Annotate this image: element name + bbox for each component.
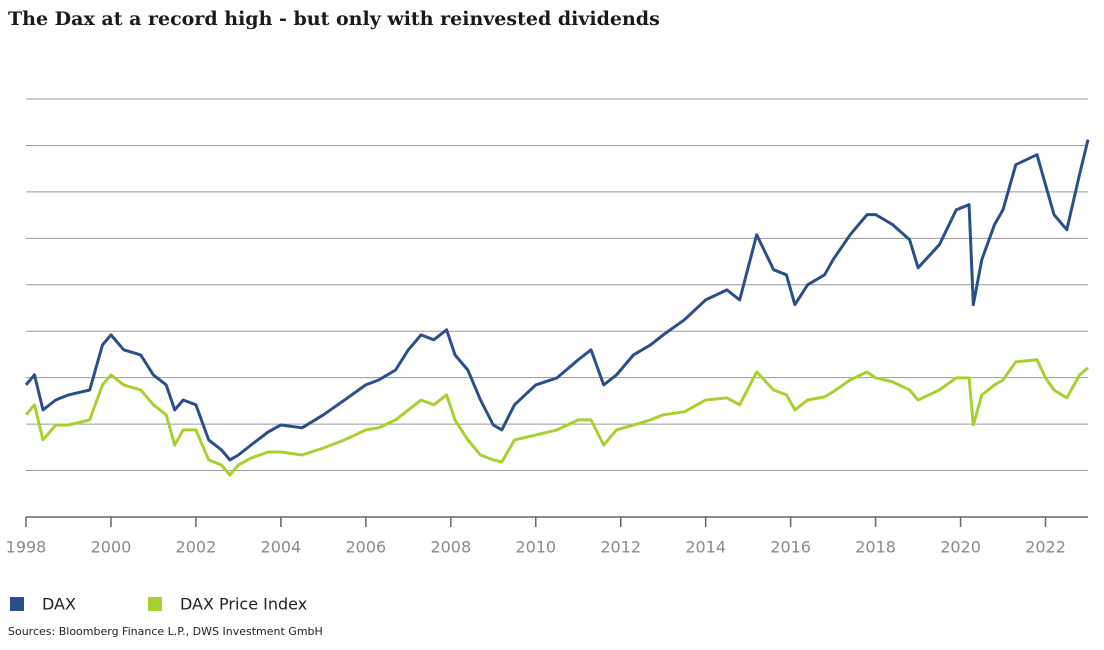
source: Sources: Bloomberg Finance L.P., DWS Inv… [8,625,323,638]
x-tick-label: 2014 [685,538,726,557]
series-line [24,139,1090,462]
chart-title: The Dax at a record high - but only with… [8,8,660,30]
x-tick-label: 2000 [91,538,132,557]
x-tick-label: 2008 [430,538,471,557]
x-tick-label: 2020 [940,538,981,557]
x-tick-label: 2002 [176,538,217,557]
legend-swatch [148,597,162,611]
legend-label: DAX [42,595,76,614]
x-tick-label: 2006 [345,538,386,557]
x-tick-label: 2016 [770,538,811,557]
x-tick-label: 2018 [855,538,896,557]
x-tick-label: 2022 [1025,538,1066,557]
x-tick-label: 2010 [515,538,556,557]
x-tick-label: 1998 [6,538,47,557]
series-line [24,358,1089,477]
legend-swatch [10,597,24,611]
x-tick-label: 2004 [261,538,302,557]
x-tick-label: 2012 [600,538,641,557]
legend-label: DAX Price Index [180,595,307,614]
